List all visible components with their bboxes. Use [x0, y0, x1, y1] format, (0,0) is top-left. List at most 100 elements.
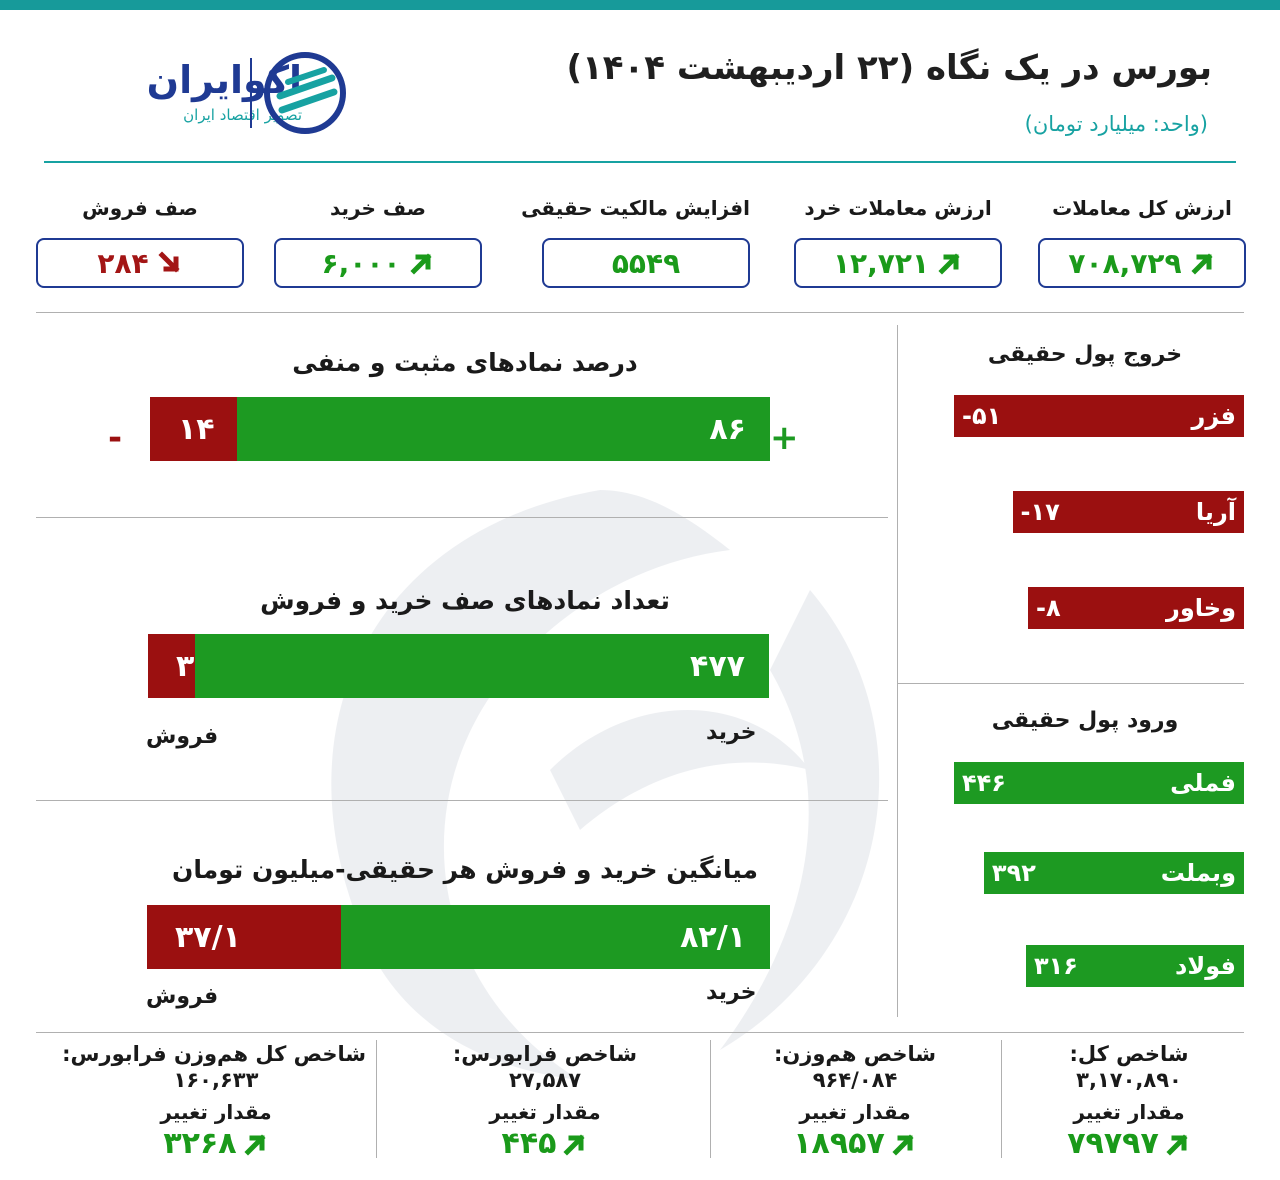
index-equal-weight: شاخص هم‌وزن: ۹۶۴/۰۸۴ مقدار تغییر ۱۸۹۵۷: [720, 1042, 990, 1161]
bar-segment-sell: ۳۷/۱: [147, 905, 341, 969]
data-label: ۳۹۲: [991, 859, 1036, 887]
brand-logo: اکوایران تصویر اقتصاد ایران: [62, 50, 362, 140]
bar-segment-buy: ۴۷۷: [194, 634, 769, 698]
section-divider: [36, 1032, 1244, 1033]
header-divider: [44, 161, 1236, 163]
data-label: ۳۱۶: [1034, 952, 1078, 980]
data-label: -۵۱: [962, 402, 1002, 430]
kpi-value: ۱۲,۷۲۱: [832, 246, 930, 280]
arrow-up-right-icon: [1166, 1133, 1188, 1156]
stacked-bar: ۳۹ ۴۷۷: [148, 634, 769, 698]
chart-title: تعداد نمادهای صف خرید و فروش: [260, 586, 670, 615]
index-label: شاخص هم‌وزن:: [773, 1042, 937, 1066]
inflow-bar: ۳۹۲ وبملت: [983, 852, 1244, 894]
column-divider: [897, 325, 898, 1017]
arrow-up-right-icon: [892, 1133, 914, 1156]
change-label: مقدار تغییر: [799, 1100, 911, 1124]
top-accent-stripe: [0, 0, 1280, 10]
column-divider: [710, 1040, 711, 1158]
section-divider: [36, 312, 1244, 313]
series-label-sell: فروش: [146, 724, 219, 749]
kpi-value: ۷۰۸,۷۲۹: [1068, 246, 1182, 280]
data-label: ۸۶: [709, 411, 746, 447]
minus-sign: -: [108, 418, 123, 458]
index-change: ۴۴۵: [410, 1126, 680, 1161]
kpi-value: ۶,۰۰۰: [321, 246, 401, 280]
kpi-box: ۶,۰۰۰: [274, 238, 482, 288]
column-divider: [376, 1040, 377, 1158]
kpi-buy-queue: صف خرید ۶,۰۰۰: [274, 196, 482, 292]
category-label: فولاد: [1175, 952, 1236, 980]
plus-sign: +: [770, 418, 799, 458]
chart-title: خروج پول حقیقی: [987, 342, 1183, 367]
arrow-up-right-icon: [244, 1133, 266, 1156]
change-value: ۴۴۵: [501, 1126, 557, 1161]
change-label: مقدار تغییر: [160, 1100, 272, 1124]
kpi-real-ownership: افزایش مالکیت حقیقی ۵۵۴۹: [521, 196, 750, 292]
kpi-label: ارزش کل معاملات: [1052, 196, 1232, 220]
brand-mark-icon: [264, 52, 346, 134]
kpi-box: ۵۵۴۹: [542, 238, 750, 288]
data-label: ۳۷/۱: [175, 919, 241, 955]
chart-title: درصد نمادهای مثبت و منفی: [292, 348, 638, 377]
kpi-value: ۲۸۴: [97, 246, 149, 280]
column-divider: [1001, 1040, 1002, 1158]
kpi-label: ارزش معاملات خرد: [804, 196, 992, 220]
series-label-buy: خرید: [706, 720, 757, 745]
bar-segment-buy: ۸۲/۱: [340, 905, 770, 969]
index-change: ۳۲۶۸: [66, 1126, 366, 1161]
index-change: ۷۹۷۹۷: [994, 1126, 1264, 1161]
unit-subtitle: (واحد: میلیارد تومان): [1024, 112, 1208, 136]
arrow-up-right-icon: [563, 1133, 586, 1156]
stacked-bar: ۱۴ ۸۶: [150, 397, 770, 461]
data-label: ۴۷۷: [690, 648, 745, 684]
change-label: مقدار تغییر: [1073, 1100, 1185, 1124]
category-label: آریا: [1195, 498, 1236, 526]
category-label: فملی: [1170, 769, 1236, 797]
category-label: فزر: [1191, 402, 1236, 430]
logo-divider: [250, 58, 252, 128]
index-farabourse-equal-weight: شاخص کل هم‌وزن فرابورس: ۱۶۰,۶۳۳ مقدار تغ…: [62, 1042, 366, 1161]
index-label: شاخص فرابورس:: [452, 1042, 638, 1066]
page-title: بورس در یک نگاه (۲۲ اردیبهشت ۱۴۰۴): [566, 48, 1212, 88]
watermark-logo-icon: [331, 490, 880, 1080]
kpi-label: صف خرید: [329, 196, 427, 220]
bar-segment-sell: ۳۹: [148, 634, 213, 698]
outflow-bar: -۵۱ فزر: [954, 395, 1244, 437]
index-value: ۳,۱۷۰,۸۹۰: [1076, 1068, 1182, 1092]
bar-segment-positive: ۸۶: [236, 397, 770, 461]
chart-title: ورود پول حقیقی: [991, 708, 1179, 733]
category-label: وخاور: [1166, 594, 1236, 622]
change-value: ۱۸۹۵۷: [793, 1126, 885, 1161]
index-label: شاخص کل:: [1069, 1042, 1189, 1066]
data-label: -۱۷: [1020, 498, 1060, 526]
outflow-bar: -۸ وخاور: [1028, 587, 1244, 629]
kpi-label: افزایش مالکیت حقیقی: [521, 196, 750, 220]
section-divider: [36, 800, 888, 801]
kpi-label: صف فروش: [82, 196, 198, 220]
data-label: ۸۲/۱: [680, 919, 746, 955]
index-change: ۱۸۹۵۷: [720, 1126, 990, 1161]
category-label: وبملت: [1160, 859, 1236, 887]
kpi-box: ۲۸۴: [36, 238, 244, 288]
data-label: ۱۴: [178, 411, 215, 447]
data-label: ۴۴۶: [962, 769, 1006, 797]
arrow-down-right-icon: [158, 251, 180, 273]
arrow-up-right-icon: [409, 253, 432, 275]
data-label: -۸: [1036, 594, 1061, 622]
chart-title: میانگین خرید و فروش هر حقیقی-میلیون توما…: [172, 855, 758, 884]
change-value: ۳۲۶۸: [163, 1126, 237, 1161]
section-divider: [36, 517, 888, 518]
kpi-sell-queue: صف فروش ۲۸۴: [36, 196, 244, 292]
outflow-bar: -۱۷ آریا: [1012, 491, 1244, 533]
index-total: شاخص کل: ۳,۱۷۰,۸۹۰ مقدار تغییر ۷۹۷۹۷: [994, 1042, 1264, 1161]
stacked-bar: ۳۷/۱ ۸۲/۱: [147, 905, 770, 969]
bar-segment-negative: ۱۴: [150, 397, 237, 461]
index-farabourse: شاخص فرابورس: ۲۷,۵۸۷ مقدار تغییر ۴۴۵: [410, 1042, 680, 1161]
arrow-up-right-icon: [938, 253, 960, 275]
index-value: ۹۶۴/۰۸۴: [812, 1068, 898, 1092]
arrow-up-right-icon: [1191, 253, 1213, 275]
change-label: مقدار تغییر: [489, 1100, 601, 1124]
series-label-buy: خرید: [706, 980, 757, 1005]
kpi-total-value: ارزش کل معاملات ۷۰۸,۷۲۹: [1038, 196, 1246, 292]
